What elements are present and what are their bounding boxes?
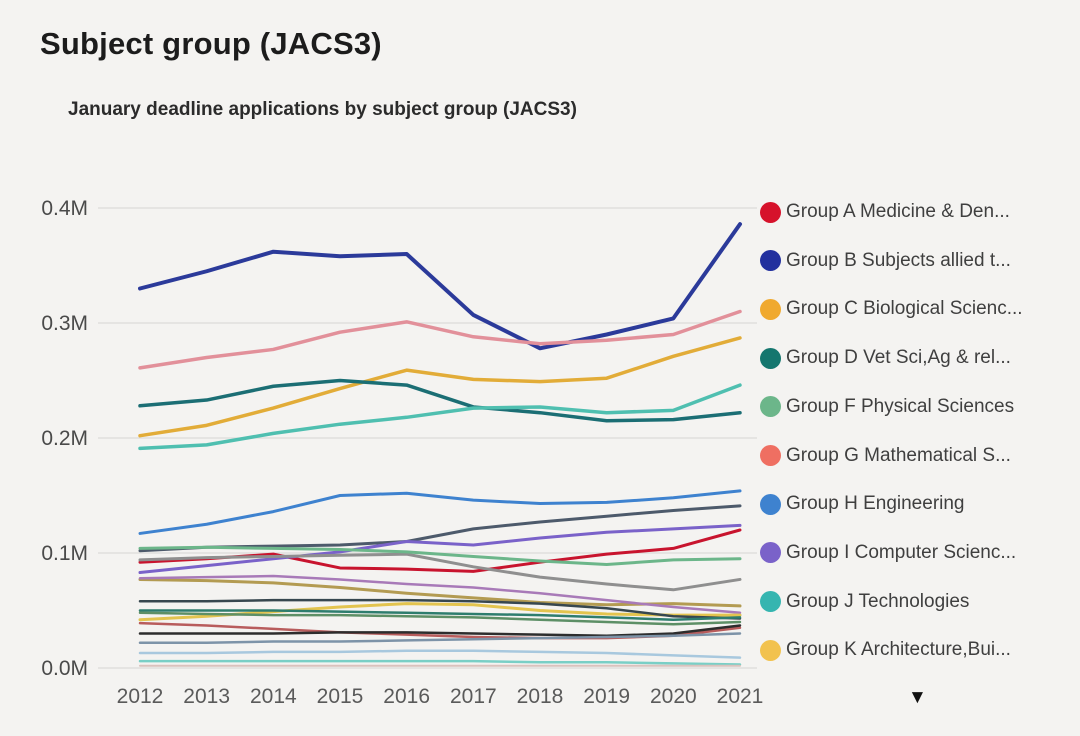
series-group-b-navy[interactable] (138, 222, 742, 351)
legend-dot-icon (760, 347, 781, 369)
page-title: Subject group (JACS3) (40, 26, 382, 61)
legend-dot-icon (760, 298, 781, 320)
legend-dot-icon (760, 201, 781, 223)
series-dark-slate[interactable] (138, 598, 742, 620)
legend-item[interactable]: Group A Medicine & Den... (760, 198, 1010, 226)
x-axis-tick-label: 2020 (650, 685, 697, 708)
series-light-teal[interactable] (138, 383, 742, 451)
x-axis-tick-label: 2017 (450, 685, 497, 708)
legend-dot-icon (760, 591, 781, 613)
legend-item-label: Group H Engineering (786, 493, 965, 515)
legend-item[interactable]: Group K Architecture,Bui... (760, 636, 1011, 664)
x-axis-tick-label: 2021 (717, 685, 764, 708)
legend-item-label: Group D Vet Sci,Ag & rel... (786, 347, 1011, 369)
legend-item-label: Group F Physical Sciences (786, 395, 1015, 417)
legend-dot-icon (760, 445, 781, 466)
series-group-c-amber[interactable] (138, 336, 742, 438)
legend-item[interactable]: Group C Biological Scienc... (760, 295, 1023, 323)
legend-dot-icon (760, 542, 781, 564)
legend-item[interactable]: Group B Subjects allied t... (760, 247, 1011, 275)
legend-item-label: Group I Computer Scienc... (786, 541, 1017, 563)
series-group-f-green[interactable] (138, 545, 742, 566)
series-rose-pink[interactable] (138, 309, 742, 370)
legend-item[interactable]: Group H Engineering (760, 490, 965, 518)
series-orchid[interactable] (138, 574, 742, 615)
series-pale-blue[interactable] (138, 649, 742, 659)
series-moss-green[interactable] (138, 611, 742, 626)
x-axis-tick-label: 2016 (383, 685, 430, 708)
legend-item[interactable]: Group J Technologies (760, 588, 969, 616)
y-axis-tick-label: 0.0M (41, 657, 88, 680)
series-black[interactable] (138, 624, 742, 638)
legend-item[interactable]: Group D Vet Sci,Ag & rel... (760, 344, 1011, 372)
legend-item-label: Group G Mathematical S... (786, 444, 1011, 466)
series-gray[interactable] (138, 552, 742, 592)
y-axis-tick-label: 0.4M (41, 197, 88, 220)
x-axis-tick-label: 2013 (183, 685, 230, 708)
x-axis-tick-label: 2018 (517, 685, 564, 708)
chart-title: January deadline applications by subject… (68, 99, 577, 120)
legend-item-label: Group K Architecture,Bui... (786, 639, 1011, 661)
x-axis-tick-label: 2014 (250, 685, 297, 708)
series-group-d-darkteal[interactable] (138, 378, 742, 423)
x-axis-tick-label: 2015 (317, 685, 364, 708)
series-pale-teal[interactable] (138, 659, 742, 666)
y-axis-tick-label: 0.1M (41, 542, 88, 565)
legend-item-label: Group J Technologies (786, 590, 970, 612)
legend: Group A Medicine & Den... Group B Subject… (760, 0, 1076, 736)
series-group-h-blue[interactable] (138, 489, 742, 535)
legend-dot-icon (760, 639, 781, 661)
legend-item-label: Group B Subjects allied t... (786, 249, 1011, 271)
legend-item[interactable]: Group G Mathematical S... (760, 442, 1011, 470)
series-group-i-purple[interactable] (138, 523, 742, 575)
legend-dot-icon (760, 396, 781, 418)
legend-dot-icon (760, 250, 781, 272)
series-pine-teal[interactable] (138, 609, 742, 621)
series-blue-gray[interactable] (138, 632, 742, 644)
legend-item[interactable]: Group F Physical Sciences (760, 393, 1014, 421)
legend-dot-icon (760, 493, 781, 515)
legend-item-label: Group A Medicine & Den... (786, 201, 1010, 222)
legend-item-label: Group C Biological Scienc... (786, 298, 1023, 320)
y-axis-tick-label: 0.2M (41, 427, 88, 450)
x-axis-tick-label: 2012 (117, 685, 164, 708)
y-axis-tick-label: 0.3M (41, 312, 88, 335)
legend-scroll-down-icon[interactable]: ▼ (908, 687, 927, 708)
x-axis-tick-label: 2019 (583, 685, 630, 708)
legend-item[interactable]: Group I Computer Scienc... (760, 539, 1016, 567)
